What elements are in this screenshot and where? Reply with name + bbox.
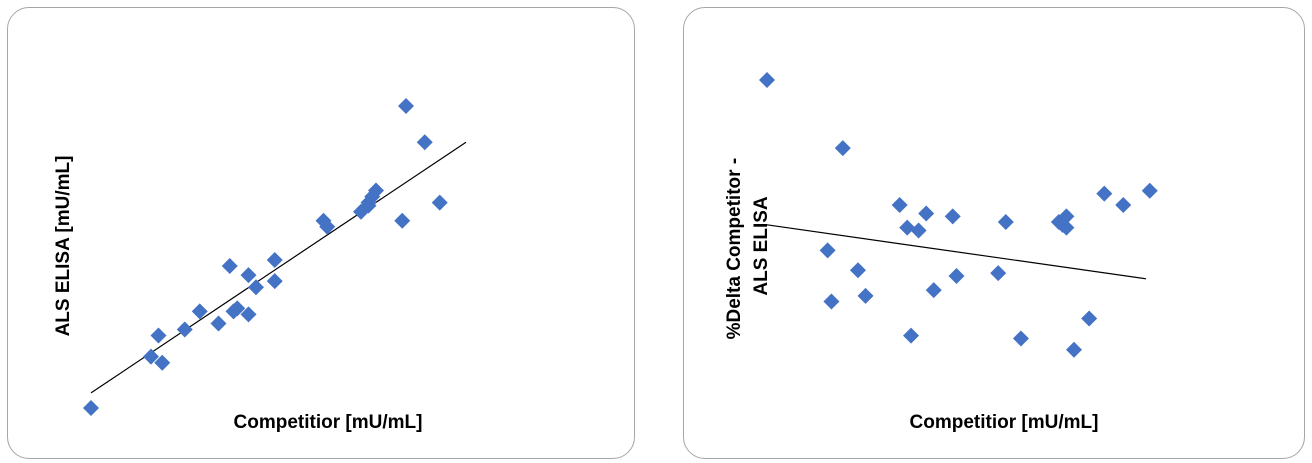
- data-point: [849, 262, 866, 279]
- data-point: [948, 267, 965, 284]
- points-group: [83, 98, 448, 416]
- data-point: [191, 303, 208, 320]
- data-point: [210, 315, 227, 332]
- trendline-group: [766, 224, 1147, 280]
- data-point: [1096, 185, 1113, 202]
- data-point: [944, 208, 961, 225]
- y-axis-title-line-2: ALS ELISA: [751, 196, 772, 296]
- data-point: [891, 196, 908, 213]
- data-point: [759, 72, 775, 88]
- y-axis-title-line-1: %Delta Competitor -: [724, 158, 745, 340]
- data-point: [398, 98, 414, 114]
- data-point: [925, 282, 942, 299]
- x-axis-title: Competitior [mU/mL]: [234, 412, 423, 433]
- data-point: [240, 267, 257, 284]
- points-group: [759, 72, 1158, 358]
- data-point: [394, 212, 411, 229]
- data-point: [1065, 341, 1082, 358]
- data-point: [431, 194, 448, 211]
- data-point: [150, 327, 167, 344]
- data-point: [899, 219, 916, 236]
- data-point: [834, 140, 851, 157]
- data-point: [1058, 219, 1075, 236]
- data-point: [1115, 196, 1132, 213]
- data-point: [990, 265, 1007, 282]
- data-point: [819, 242, 836, 259]
- data-point: [1058, 208, 1075, 225]
- data-point: [857, 287, 874, 304]
- data-point: [910, 222, 927, 239]
- data-point: [176, 321, 193, 338]
- data-point: [823, 293, 840, 310]
- data-point: [1012, 330, 1029, 347]
- data-point: [416, 134, 433, 151]
- data-point: [918, 205, 935, 222]
- data-point: [903, 327, 920, 344]
- data-point: [1141, 182, 1158, 199]
- data-point: [229, 300, 246, 317]
- data-point: [248, 279, 264, 296]
- chart-panel-left: Competitior [mU/mL] ALS ELISA [mU/mL]: [7, 7, 635, 459]
- data-point: [221, 258, 238, 275]
- scatter-chart-left: Competitior [mU/mL] ALS ELISA [mU/mL]: [53, 98, 467, 433]
- scatter-chart-right: Competitior [mU/mL] %Delta Competitor - …: [724, 72, 1158, 433]
- y-axis-title: %Delta Competitor - ALS ELISA: [724, 153, 772, 340]
- trendline: [766, 224, 1147, 280]
- data-point: [240, 306, 257, 323]
- data-point: [266, 273, 283, 290]
- data-point: [368, 182, 384, 199]
- chart-panel-right: Competitior [mU/mL] %Delta Competitor - …: [683, 7, 1305, 459]
- trendline-group: [90, 141, 467, 394]
- y-axis-title: ALS ELISA [mU/mL]: [53, 156, 74, 337]
- trendline: [90, 141, 467, 394]
- data-point: [154, 354, 171, 371]
- data-point: [997, 214, 1014, 230]
- data-point: [83, 400, 99, 416]
- data-point: [319, 218, 336, 235]
- data-point: [1081, 310, 1098, 327]
- data-point: [143, 348, 159, 365]
- x-axis-title: Competitior [mU/mL]: [910, 412, 1099, 433]
